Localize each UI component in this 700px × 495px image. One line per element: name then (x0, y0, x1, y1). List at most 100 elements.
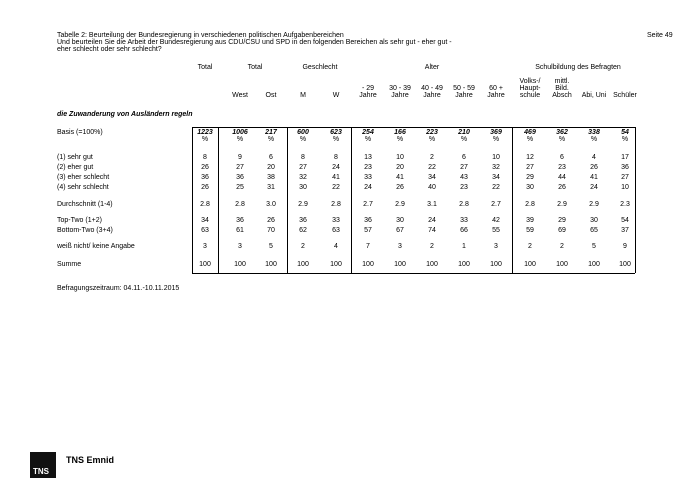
cell-value: 63 (201, 227, 209, 234)
basis-value: 254 (362, 129, 374, 136)
cell-value: 3 (203, 243, 207, 250)
cell-value: 2.7 (363, 201, 373, 208)
cell-value: 34 (428, 174, 436, 181)
basis-unit: % (396, 136, 404, 143)
cell-value: 36 (236, 217, 244, 224)
table-border (192, 127, 635, 128)
cell-value: 40 (428, 184, 436, 191)
cell-value: 100 (234, 261, 246, 268)
cell-value: 100 (490, 261, 502, 268)
column-header: Haupt- (519, 85, 541, 92)
column-header: M (300, 92, 306, 99)
cell-value: 2.8 (235, 201, 245, 208)
column-separator (512, 127, 513, 273)
basis-unit: % (621, 136, 629, 143)
row-label: (2) eher gut (57, 164, 94, 171)
cell-value: 33 (332, 217, 340, 224)
cell-value: 20 (396, 164, 404, 171)
cell-value: 100 (556, 261, 568, 268)
cell-value: 23 (558, 164, 566, 171)
cell-value: 2.9 (557, 201, 567, 208)
cell-value: 8 (301, 154, 305, 161)
table-border (192, 127, 193, 273)
column-header: mittl. (554, 78, 570, 85)
cell-value: 13 (364, 154, 372, 161)
cell-value: 39 (526, 217, 534, 224)
cell-value: 6 (560, 154, 564, 161)
cell-value: 22 (492, 184, 500, 191)
column-header: Jahre (359, 92, 377, 99)
cell-value: 100 (588, 261, 600, 268)
basis-value: 469 (524, 129, 536, 136)
row-label: Bottom-Two (3+4) (57, 227, 113, 234)
row-label: Summe (57, 261, 82, 268)
survey-period: Befragungszeitraum: 04.11.-10.11.2015 (57, 285, 180, 292)
row-label: weiß nicht/ keine Angabe (57, 243, 135, 250)
question-line: Und beurteilen Sie die Arbeit der Bundes… (57, 39, 452, 46)
column-header: 30 - 39 (389, 85, 411, 92)
cell-value: 23 (364, 164, 372, 171)
basis-unit: % (299, 136, 307, 143)
cell-value: 100 (297, 261, 309, 268)
cell-value: 37 (621, 227, 629, 234)
cell-value: 5 (592, 243, 596, 250)
cell-value: 100 (426, 261, 438, 268)
cell-value: 6 (462, 154, 466, 161)
cell-value: 59 (526, 227, 534, 234)
cell-value: 2.8 (459, 201, 469, 208)
cell-value: 26 (267, 217, 275, 224)
cell-value: 26 (201, 184, 209, 191)
basis-value: 1223 (197, 129, 213, 136)
cell-value: 61 (236, 227, 244, 234)
cell-value: 67 (396, 227, 404, 234)
cell-value: 38 (267, 174, 275, 181)
cell-value: 36 (201, 174, 209, 181)
cell-value: 10 (492, 154, 500, 161)
cell-value: 32 (492, 164, 500, 171)
cell-value: 3 (238, 243, 242, 250)
column-header: Jahre (455, 92, 473, 99)
cell-value: 2 (528, 243, 532, 250)
column-header: Abi, Uni (581, 92, 607, 99)
cell-value: 36 (236, 174, 244, 181)
cell-value: 33 (460, 217, 468, 224)
cell-value: 17 (621, 154, 629, 161)
cell-value: 4 (334, 243, 338, 250)
basis-value: 210 (458, 129, 470, 136)
cell-value: 9 (238, 154, 242, 161)
column-header: W (332, 92, 340, 99)
table-border (192, 273, 635, 274)
cell-value: 27 (526, 164, 534, 171)
group-header: Alter (424, 64, 440, 71)
basis-value: 600 (297, 129, 309, 136)
row-label: (1) sehr gut (57, 154, 93, 161)
column-header: schule (519, 92, 541, 99)
cell-value: 33 (364, 174, 372, 181)
cell-value: 36 (364, 217, 372, 224)
cell-value: 3.0 (266, 201, 276, 208)
cell-value: 30 (396, 217, 404, 224)
cell-value: 27 (460, 164, 468, 171)
cell-value: 22 (332, 184, 340, 191)
section-title: die Zuwanderung von Ausländern regeln (57, 111, 193, 118)
cell-value: 24 (590, 184, 598, 191)
cell-value: 100 (619, 261, 631, 268)
cell-value: 44 (558, 174, 566, 181)
cell-value: 9 (623, 243, 627, 250)
row-label: Durchschnitt (1-4) (57, 201, 113, 208)
cell-value: 29 (526, 174, 534, 181)
cell-value: 26 (396, 184, 404, 191)
group-header: Schulbildung des Befragten (535, 64, 621, 71)
column-separator (218, 127, 219, 273)
cell-value: 5 (269, 243, 273, 250)
basis-unit: % (236, 136, 244, 143)
row-label: Basis (=100%) (57, 129, 103, 136)
cell-value: 2.8 (200, 201, 210, 208)
cell-value: 55 (492, 227, 500, 234)
column-header: Jahre (423, 92, 441, 99)
cell-value: 42 (492, 217, 500, 224)
column-header: Bild. (555, 85, 569, 92)
column-header: Schüler (613, 92, 637, 99)
logo-text: TNS (33, 467, 49, 476)
cell-value: 2 (301, 243, 305, 250)
